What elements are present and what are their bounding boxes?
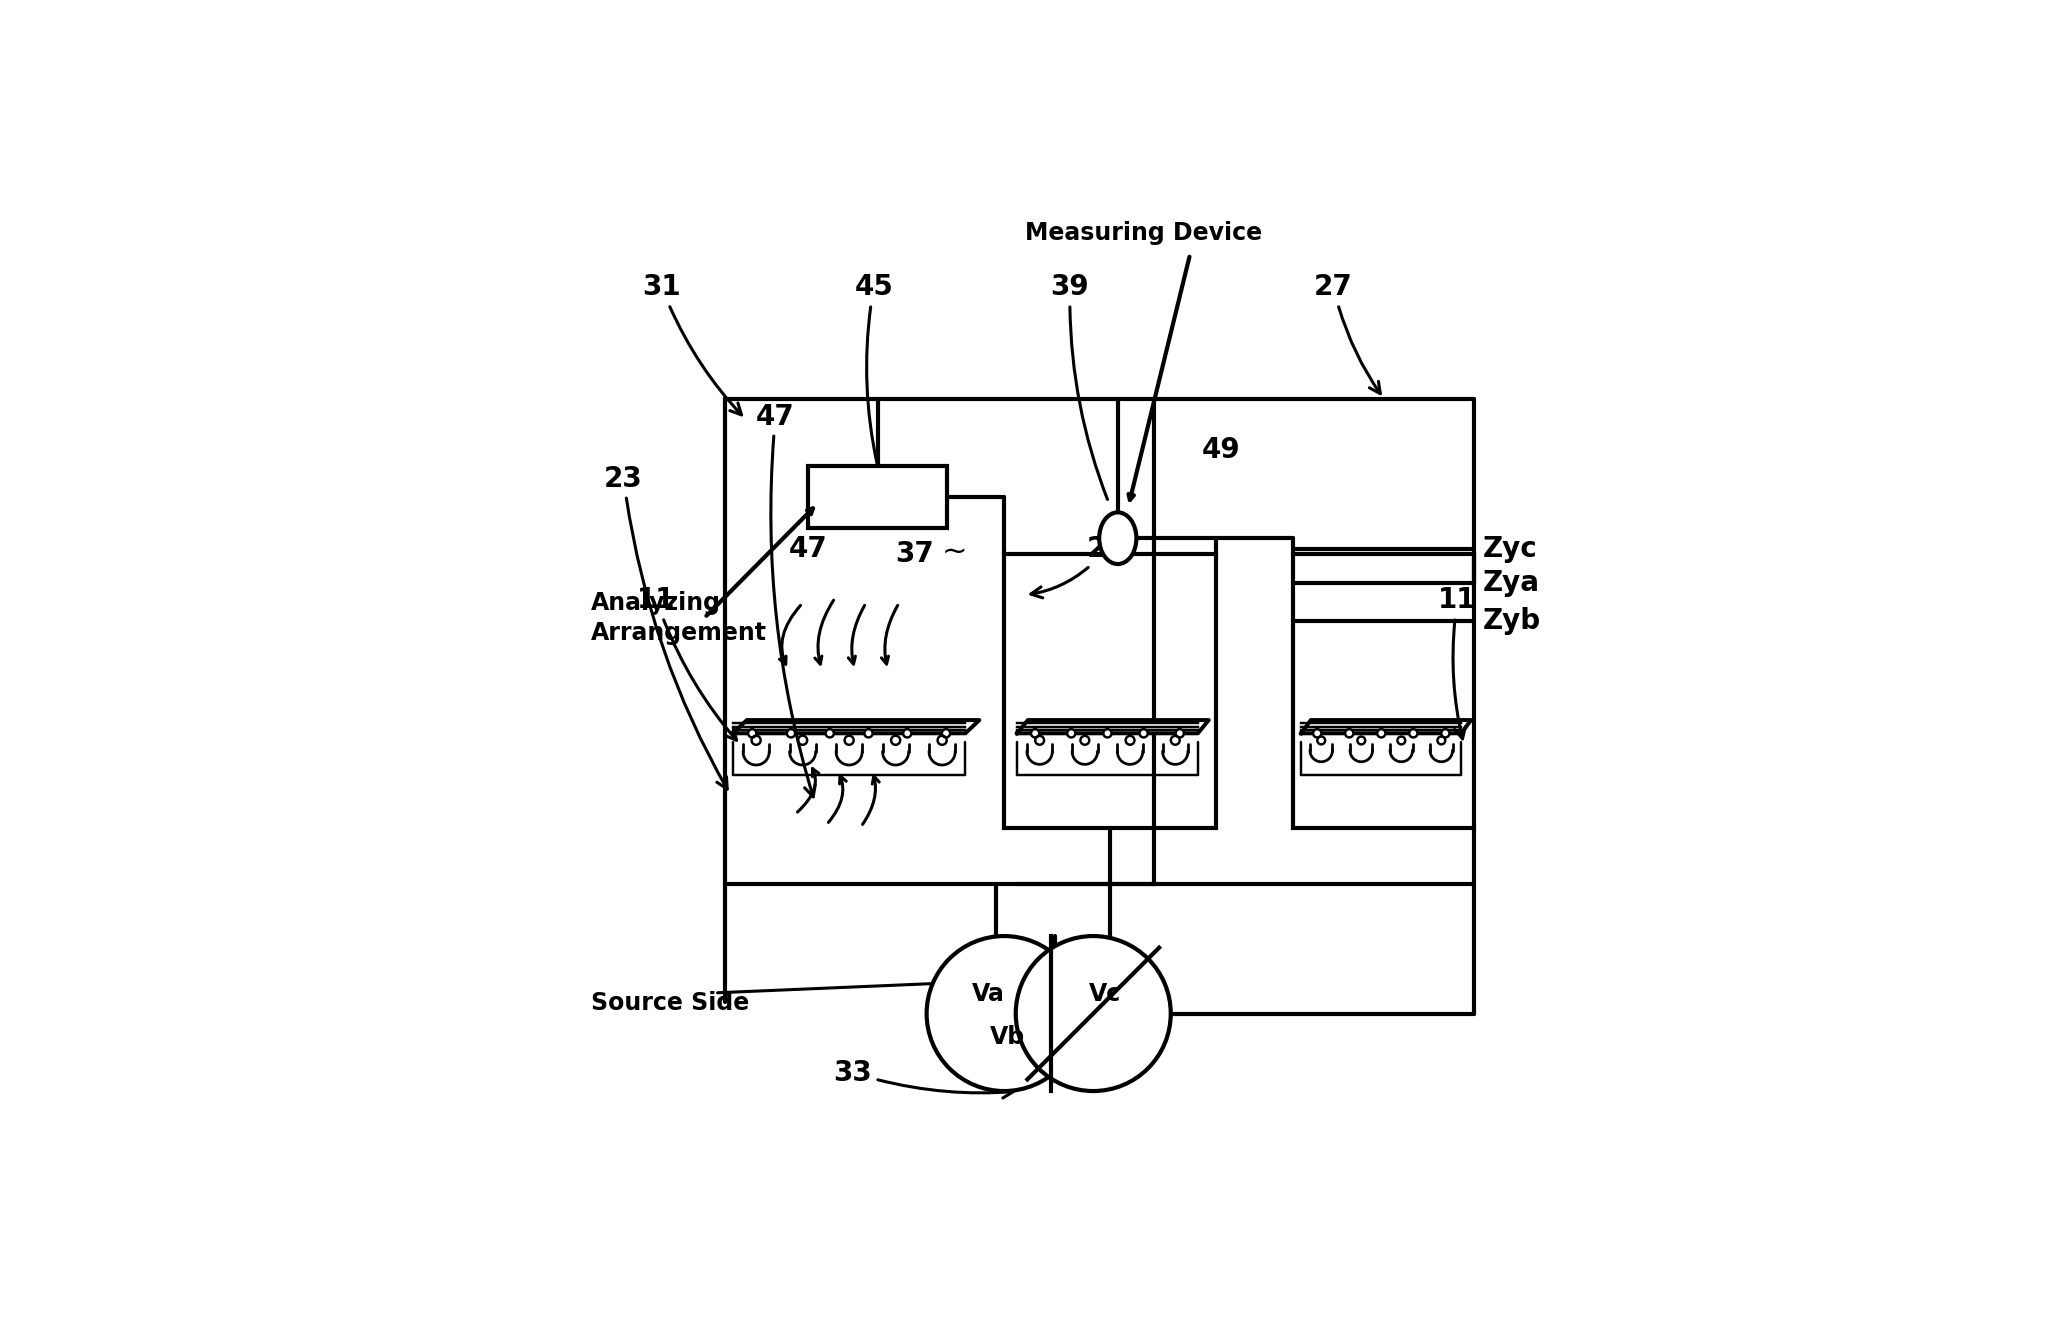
FancyArrowPatch shape (779, 605, 802, 664)
Text: 49: 49 (1201, 436, 1240, 464)
Bar (808, 466, 947, 527)
FancyArrowPatch shape (828, 776, 847, 823)
Text: 11: 11 (1439, 586, 1476, 739)
Circle shape (1031, 729, 1039, 738)
FancyArrowPatch shape (797, 769, 818, 812)
Text: Analyzing
Arrangement: Analyzing Arrangement (590, 590, 767, 644)
Bar (1294, 554, 1474, 828)
Text: 27: 27 (1314, 274, 1380, 393)
Circle shape (1175, 729, 1185, 738)
Text: Va: Va (972, 982, 1004, 1006)
Text: 39: 39 (1050, 274, 1107, 499)
Circle shape (904, 729, 912, 738)
Text: 27: 27 (1031, 535, 1125, 599)
Text: Zya: Zya (1482, 569, 1540, 597)
Text: 47: 47 (789, 534, 826, 562)
Text: 45: 45 (855, 274, 894, 463)
FancyArrowPatch shape (863, 776, 879, 824)
Circle shape (1441, 729, 1449, 738)
Text: Vb: Vb (990, 1025, 1025, 1049)
Circle shape (1068, 729, 1076, 738)
Ellipse shape (1099, 513, 1136, 564)
Circle shape (941, 729, 949, 738)
Text: Vc: Vc (1089, 982, 1121, 1006)
Text: ~: ~ (943, 537, 968, 566)
Circle shape (927, 937, 1082, 1091)
Polygon shape (1302, 721, 1472, 733)
Text: Source Side: Source Side (590, 992, 748, 1015)
Text: Zyc: Zyc (1482, 534, 1538, 562)
Circle shape (787, 729, 795, 738)
Circle shape (748, 729, 756, 738)
FancyArrowPatch shape (816, 600, 834, 664)
Circle shape (826, 729, 834, 738)
FancyArrowPatch shape (849, 605, 865, 664)
Circle shape (1378, 729, 1386, 738)
Text: 33: 33 (834, 1059, 1013, 1098)
Text: 47: 47 (756, 403, 816, 797)
Circle shape (1314, 729, 1322, 738)
Text: Measuring Device: Measuring Device (1025, 221, 1263, 246)
Text: 31: 31 (642, 274, 742, 415)
Text: 11: 11 (638, 586, 736, 741)
Circle shape (865, 729, 873, 738)
Bar (1004, 554, 1216, 828)
Circle shape (1345, 729, 1353, 738)
Polygon shape (1017, 721, 1210, 733)
Polygon shape (732, 721, 980, 733)
FancyArrowPatch shape (882, 605, 898, 664)
Text: 37: 37 (896, 539, 933, 568)
Text: 23: 23 (605, 464, 728, 789)
Circle shape (1408, 729, 1417, 738)
Circle shape (1103, 729, 1111, 738)
Bar (726, 399, 1154, 884)
Circle shape (1140, 729, 1148, 738)
Circle shape (1015, 937, 1171, 1091)
Text: Zyb: Zyb (1482, 607, 1542, 635)
